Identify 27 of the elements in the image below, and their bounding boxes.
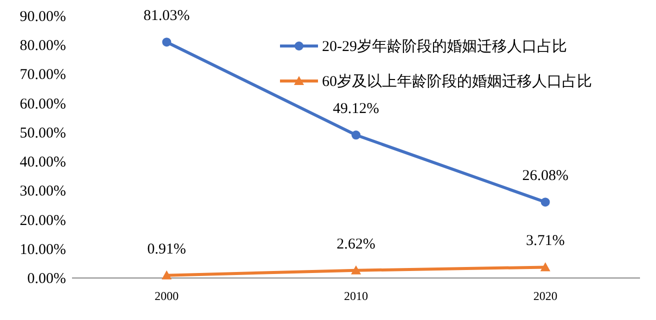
point	[351, 265, 361, 274]
y-tick-label: 40.00%	[20, 154, 66, 171]
point	[540, 262, 550, 272]
y-tick-label: 10.00%	[20, 242, 66, 258]
y-tick-label: 20.00%	[20, 212, 66, 229]
point	[540, 198, 550, 207]
y-tick-label: 0.00%	[27, 271, 66, 287]
legend-label: 60岁及以上年龄阶段的婚姻迁移人口占比	[322, 73, 592, 90]
y-tick-label: 50.00%	[20, 125, 66, 142]
data-label: 3.71%	[526, 233, 565, 250]
x-tick-label: 2020	[533, 289, 558, 303]
data-label: 26.08%	[522, 168, 568, 184]
data-label: 81.03%	[144, 8, 190, 24]
x-tick-label: 2010	[344, 289, 368, 303]
data-label: 2.62%	[336, 236, 376, 252]
data-label: 49.12%	[332, 101, 380, 118]
point	[162, 270, 172, 280]
legend-label: 20-29岁年龄阶段的婚姻迁移人口占比	[322, 38, 567, 55]
point	[352, 130, 360, 140]
y-tick-label: 70.00%	[20, 67, 66, 84]
data-label: 0.91%	[147, 241, 186, 258]
x-tick-label: 2000	[154, 289, 179, 303]
y-tick-label: 60.00%	[20, 96, 66, 112]
y-tick-label: 80.00%	[20, 38, 66, 54]
y-tick-label: 90.00%	[20, 9, 66, 25]
point	[162, 38, 172, 47]
y-tick-label: 30.00%	[20, 184, 66, 200]
